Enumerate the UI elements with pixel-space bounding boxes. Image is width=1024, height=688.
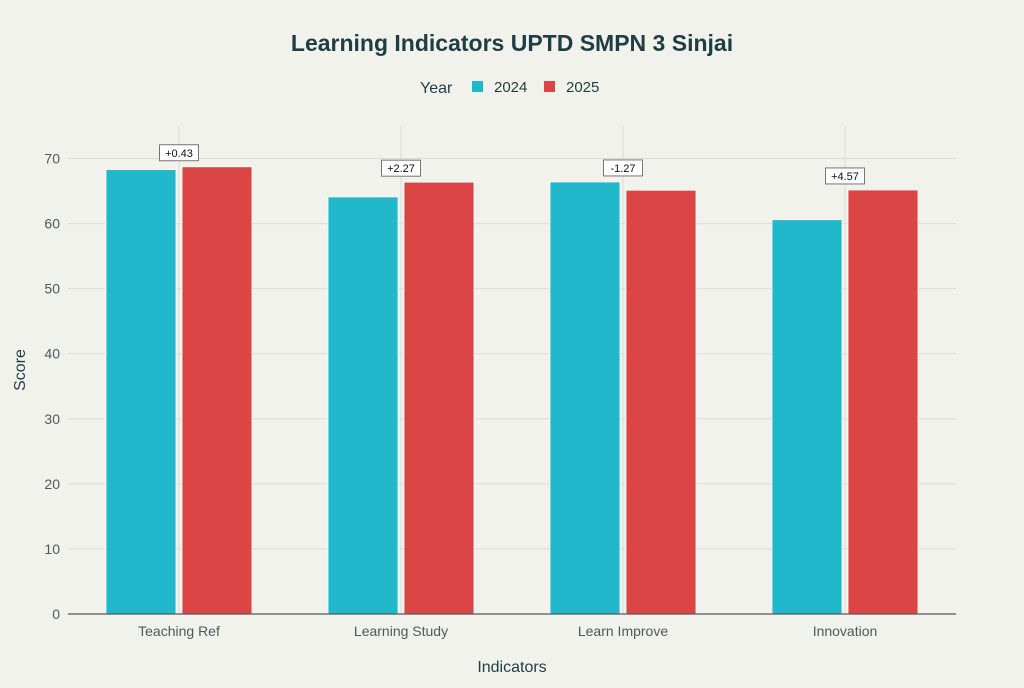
bar-2024-teaching-ref [105, 169, 177, 615]
y-tick-label: 0 [52, 606, 60, 622]
x-tick-label: Innovation [813, 623, 878, 639]
bar-2025-teaching-ref [181, 166, 253, 615]
legend-swatch [544, 81, 555, 92]
axes: 0 10 20 30 40 50 60 70 Teaching Ref Learning Stud… [44, 151, 956, 639]
y-tick-label: 60 [44, 216, 60, 232]
svg-text:+4.57: +4.57 [831, 171, 859, 183]
delta-annotation: +4.57 [825, 167, 865, 185]
svg-text:+0.43: +0.43 [165, 148, 193, 160]
delta-annotation: +0.43 [159, 144, 199, 162]
legend-item-2024: 2024 [472, 79, 527, 96]
x-tick-label: Teaching Ref [138, 623, 220, 639]
svg-text:-1.27: -1.27 [610, 163, 635, 175]
bar-2024-learn-improve [549, 181, 621, 615]
y-axis-label: Score [12, 349, 29, 391]
delta-annotation: +2.27 [381, 159, 421, 177]
svg-text:+2.27: +2.27 [387, 163, 415, 175]
x-axis-label: Indicators [477, 659, 546, 676]
y-tick-label: 40 [44, 346, 60, 362]
legend-label: 2025 [566, 79, 599, 96]
x-tick-label: Learning Study [354, 623, 448, 639]
bar-2025-learning-study [403, 181, 475, 615]
legend-item-2025: 2025 [544, 79, 599, 96]
legend: Year 2024 2025 [420, 79, 599, 97]
y-tick-label: 30 [44, 411, 60, 427]
bar-2024-innovation [771, 219, 843, 615]
x-tick-label: Learn Improve [578, 623, 668, 639]
bars [105, 166, 919, 615]
bar-2025-learn-improve [625, 189, 697, 615]
bar-2024-learning-study [327, 196, 399, 615]
legend-title: Year [420, 80, 453, 97]
legend-label: 2024 [494, 79, 527, 96]
y-tick-label: 10 [44, 541, 60, 557]
delta-annotation: -1.27 [603, 159, 643, 177]
legend-swatch [472, 81, 483, 92]
y-tick-label: 50 [44, 281, 60, 297]
chart-title: Learning Indicators UPTD SMPN 3 Sinjai [291, 30, 733, 56]
bar-2025-innovation [847, 189, 919, 615]
y-tick-label: 70 [44, 151, 60, 167]
y-tick-label: 20 [44, 476, 60, 492]
annotations: +0.43 +2.27 -1.27 +4.57 [159, 144, 865, 185]
